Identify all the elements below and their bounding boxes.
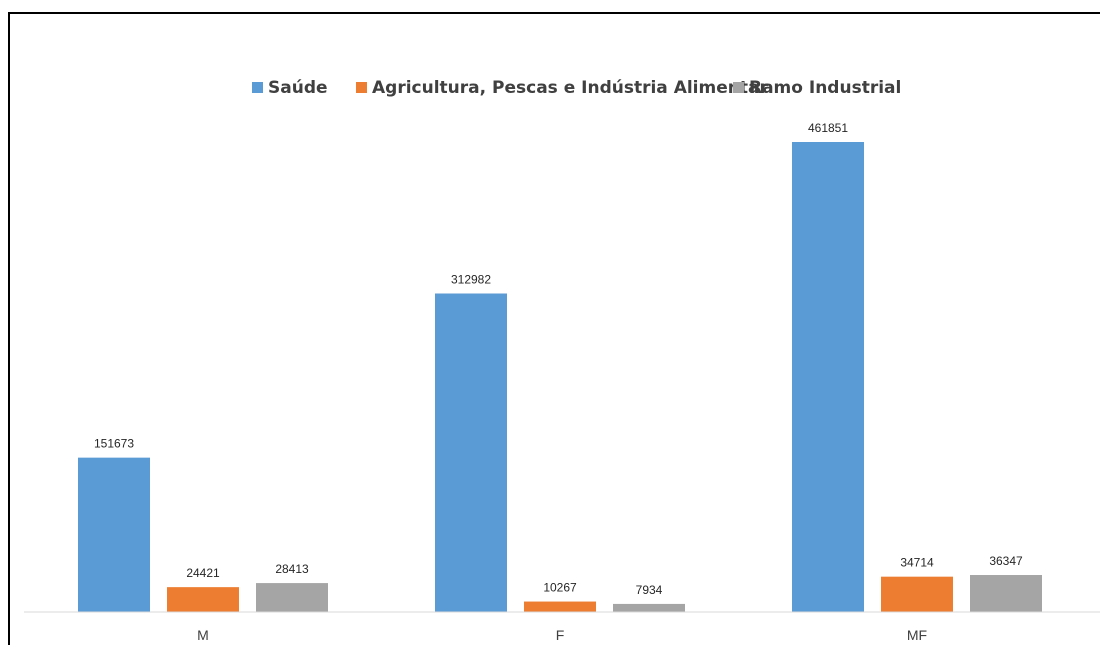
legend-label-ramo-industrial: Ramo Industrial bbox=[749, 78, 901, 98]
data-label-mf-ramo-industrial: 36347 bbox=[989, 554, 1023, 568]
bar-f-saude bbox=[435, 293, 507, 612]
data-label-f-ramo-industrial: 7934 bbox=[636, 583, 663, 597]
data-labels-group: 151673 24421 28413 312982 10267 7934 461851 347… bbox=[94, 121, 1023, 597]
bar-m-ramo-industrial bbox=[256, 583, 328, 612]
category-label-m: M bbox=[197, 627, 209, 643]
data-label-m-agricultura-pescas-e-industria-alimentar: 24421 bbox=[186, 566, 220, 580]
bar-mf-agricultura-pescas-e-industria-alimentar bbox=[881, 576, 953, 612]
chart-legend: Saúde Agricultura, Pescas e Indústria Ali… bbox=[252, 78, 901, 98]
data-label-m-ramo-industrial: 28413 bbox=[275, 562, 309, 576]
data-label-mf-saude: 461851 bbox=[808, 121, 848, 135]
chart-frame bbox=[8, 12, 1100, 645]
data-label-m-saude: 151673 bbox=[94, 437, 134, 451]
category-label-f: F bbox=[556, 627, 565, 643]
bars-group bbox=[78, 142, 1042, 612]
bar-f-agricultura-pescas-e-industria-alimentar bbox=[524, 601, 596, 612]
legend-label-agricultura-pescas-e-industria-alimentar: Agricultura, Pescas e Indústria Alimenta… bbox=[372, 78, 768, 98]
bar-f-ramo-industrial bbox=[613, 603, 685, 612]
bar-mf-ramo-industrial bbox=[970, 575, 1042, 612]
legend-swatch-ramo-industrial bbox=[733, 82, 744, 93]
category-labels-group: M F MF bbox=[197, 627, 927, 643]
data-label-mf-agricultura-pescas-e-industria-alimentar: 34714 bbox=[900, 556, 934, 570]
bar-mf-saude bbox=[792, 142, 864, 612]
bar-m-agricultura-pescas-e-industria-alimentar bbox=[167, 587, 239, 612]
legend-swatch-agricultura-pescas-e-industria-alimentar bbox=[356, 82, 367, 93]
data-label-f-agricultura-pescas-e-industria-alimentar: 10267 bbox=[543, 581, 577, 595]
legend-swatch-saude bbox=[252, 82, 263, 93]
category-label-mf: MF bbox=[907, 627, 927, 643]
legend-label-saude: Saúde bbox=[268, 78, 328, 98]
bar-m-saude bbox=[78, 457, 150, 612]
data-label-f-saude: 312982 bbox=[451, 272, 491, 286]
